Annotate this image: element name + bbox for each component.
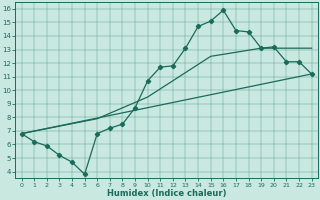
- X-axis label: Humidex (Indice chaleur): Humidex (Indice chaleur): [107, 189, 226, 198]
